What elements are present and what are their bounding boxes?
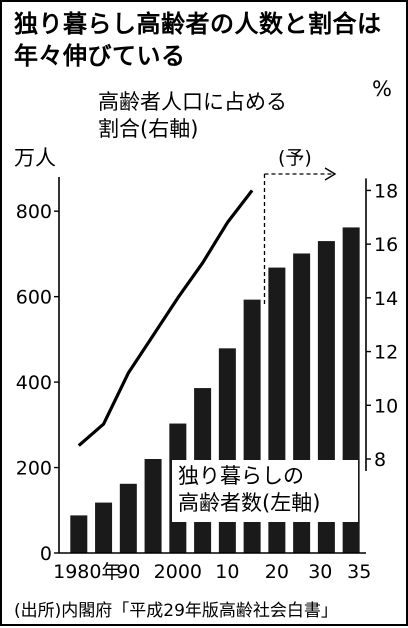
- right-tick-label-18: 18: [374, 180, 398, 202]
- right-tick-label-10: 10: [374, 395, 398, 417]
- bar-1980: [70, 515, 88, 553]
- left-tick-label-600: 600: [16, 287, 52, 309]
- source-note: (出所)内閣府「平成29年版高齢社会白書」: [14, 601, 338, 621]
- x-tick-label-1: 90: [116, 561, 140, 583]
- x-tick-label-4: 20: [265, 561, 289, 583]
- x-tick-label-5: 30: [308, 561, 332, 583]
- left-tick-label-200: 200: [16, 458, 52, 480]
- ratio-line-label-1: 高齢者人口に占める: [98, 90, 287, 114]
- bar-series-label-2: 高齢者数(左軸): [178, 491, 320, 515]
- right-axis-unit: %: [372, 77, 392, 101]
- left-tick-label-400: 400: [16, 372, 52, 394]
- left-tick-label-0: 0: [40, 543, 52, 565]
- bar-1995: [144, 459, 162, 553]
- chart-title-line2: 年々伸びている: [14, 42, 186, 70]
- forecast-label: (予): [278, 147, 312, 169]
- x-tick-label-3: 10: [215, 561, 239, 583]
- right-tick-label-16: 16: [374, 234, 398, 256]
- left-tick-label-800: 800: [16, 201, 52, 223]
- right-tick-label-8: 8: [374, 449, 386, 471]
- bar-label-background: [172, 460, 358, 522]
- bar-1985: [95, 502, 113, 553]
- right-tick-label-14: 14: [374, 288, 398, 310]
- bar-series-label-1: 独り暮らしの: [178, 464, 304, 488]
- x-tick-label-0: 1980年: [53, 561, 120, 583]
- right-tick-label-12: 12: [374, 342, 398, 364]
- bar-1990: [119, 483, 137, 553]
- ratio-line-label-2: 割合(右軸): [98, 117, 198, 141]
- chart-title-line1: 独り暮らし高齢者の人数と割合は: [14, 10, 382, 38]
- ratio-line: [77, 189, 254, 447]
- forecast-arrow-head: [324, 167, 337, 181]
- x-tick-label-6: 35: [347, 561, 371, 583]
- x-tick-label-2: 2000: [154, 561, 202, 583]
- left-axis-unit: 万人: [14, 146, 56, 170]
- bar-2010: [218, 348, 236, 553]
